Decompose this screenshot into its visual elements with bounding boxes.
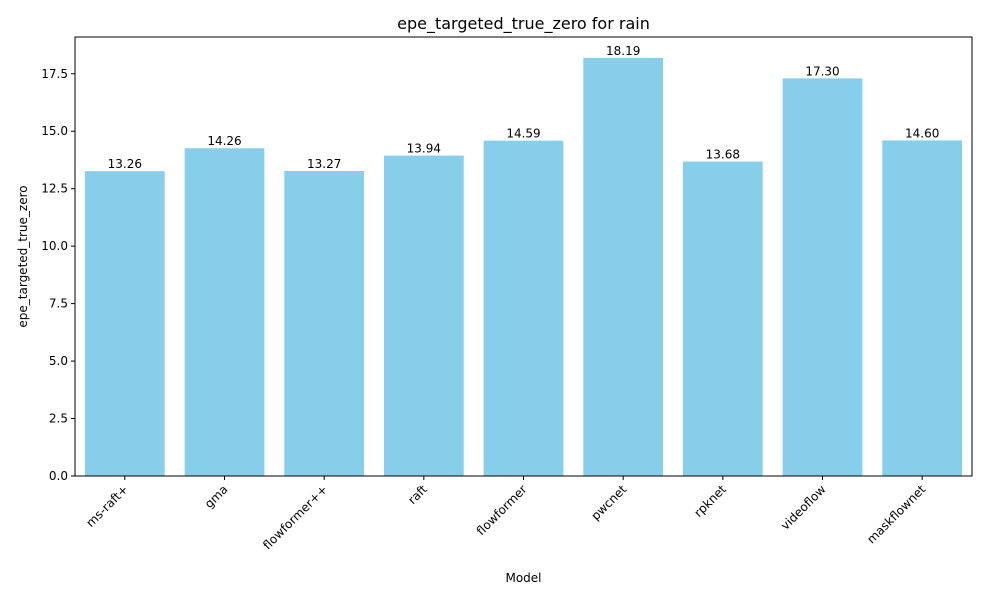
- bar-pwcnet: [583, 57, 664, 476]
- y-tick-label: 7.5: [49, 297, 68, 311]
- x-axis-label: Model: [505, 571, 541, 585]
- y-axis-label: epe_targeted_true_zero: [16, 185, 30, 327]
- value-label: 18.19: [606, 44, 640, 58]
- x-tick-label: flowformer++: [260, 482, 330, 552]
- bar-flowformer++: [284, 170, 365, 477]
- y-tick-label: 2.5: [49, 412, 68, 426]
- x-tick-label: gma: [202, 482, 231, 511]
- value-label: 14.26: [207, 134, 241, 148]
- value-label: 13.27: [307, 157, 341, 171]
- x-axis: ms-raft+ gma flowformer++ raft flowformer pwc…: [83, 476, 928, 552]
- value-label: 14.59: [506, 127, 540, 141]
- value-label: 13.26: [108, 157, 142, 171]
- x-tick-label: pwcnet: [588, 482, 629, 523]
- bars-group: [84, 57, 963, 477]
- x-tick-label: ms-raft+: [83, 482, 131, 530]
- x-tick-label: raft: [405, 482, 430, 507]
- bar-ms-raft+: [84, 171, 165, 476]
- bar-maskflownet: [882, 140, 963, 476]
- bar-gma: [184, 148, 265, 477]
- chart-title: epe_targeted_true_zero for rain: [397, 14, 650, 34]
- x-tick-label: videoflow: [778, 482, 829, 533]
- x-tick-label: maskflownet: [864, 482, 928, 546]
- bar-rpknet: [682, 161, 763, 476]
- y-tick-label: 12.5: [41, 182, 68, 196]
- value-label: 14.60: [905, 126, 939, 140]
- y-tick-label: 5.0: [49, 354, 68, 368]
- y-tick-label: 10.0: [41, 239, 68, 253]
- value-label: 17.30: [805, 64, 839, 78]
- value-label: 13.94: [407, 142, 441, 156]
- value-label: 13.68: [706, 148, 740, 162]
- x-tick-label: rpknet: [691, 482, 729, 520]
- y-tick-label: 15.0: [41, 124, 68, 138]
- x-tick-label: flowformer: [474, 482, 530, 538]
- bar-raft: [383, 155, 464, 477]
- y-tick-label: 0.0: [49, 469, 68, 483]
- y-axis: 0.0 2.5 5.0 7.5 10.0 12.5 15.0 17.5: [41, 67, 75, 483]
- plot-frame: [74, 36, 973, 477]
- bar-flowformer: [483, 140, 564, 476]
- y-tick-label: 17.5: [41, 67, 68, 81]
- bar-videoflow: [782, 78, 863, 476]
- value-labels-group: 13.26 14.26 13.27 13.94 14.59 18.19 13.68 17.30…: [108, 44, 940, 171]
